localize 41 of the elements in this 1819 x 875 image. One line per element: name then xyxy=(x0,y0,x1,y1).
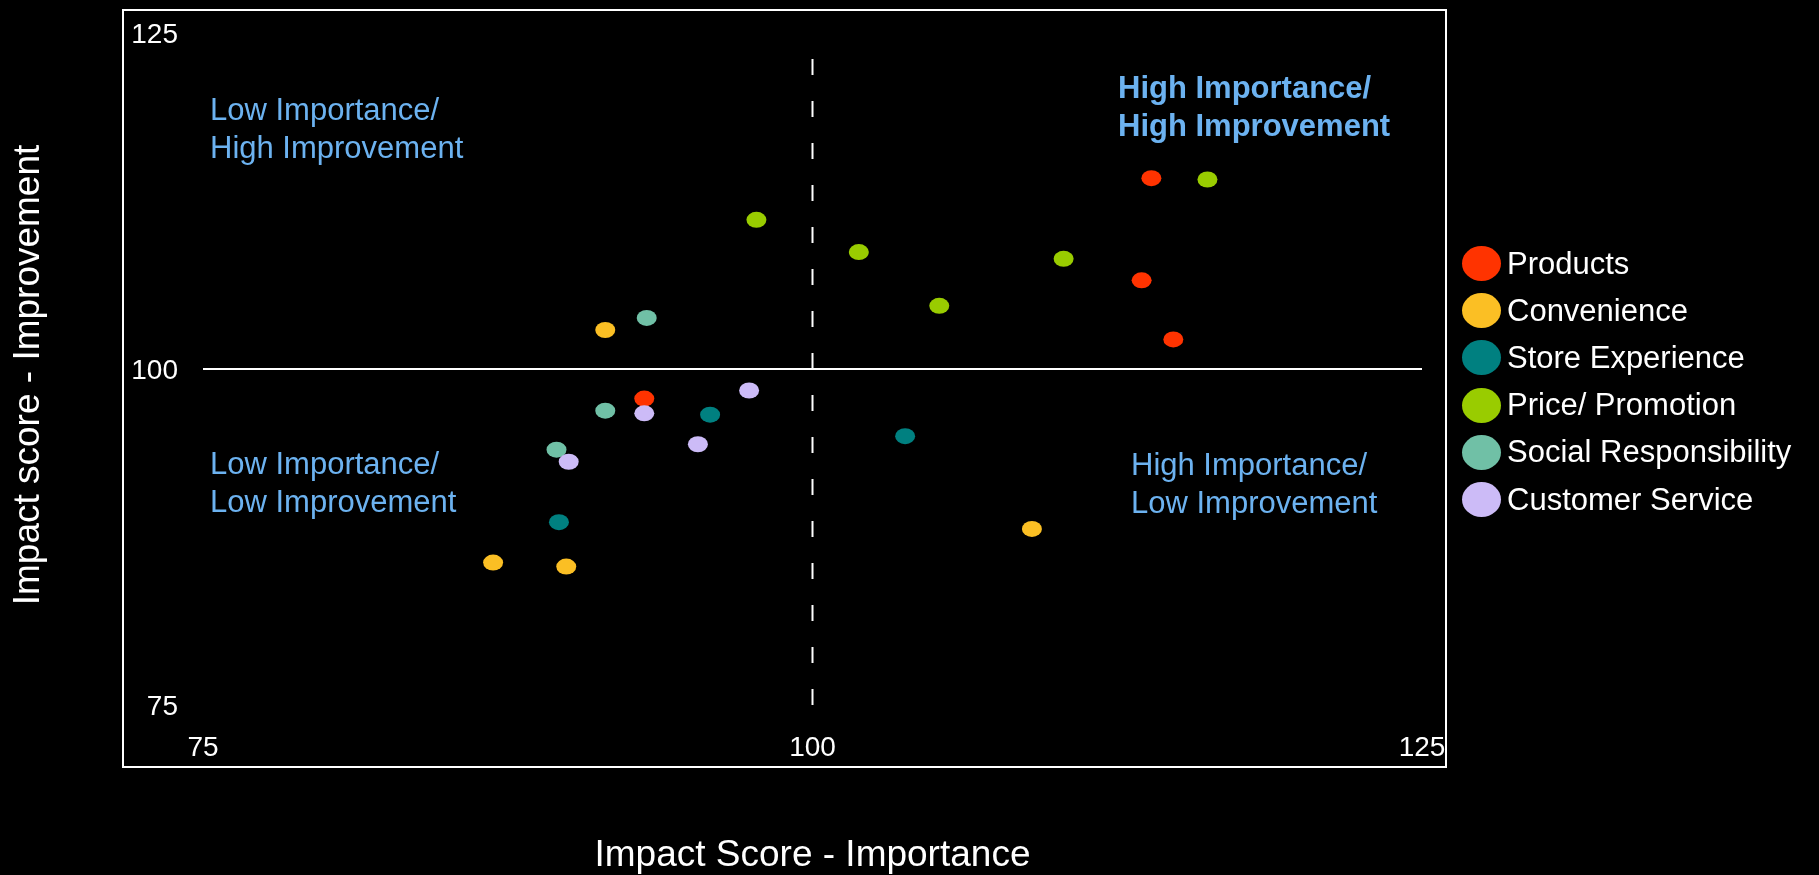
annotation: Low Importance/ High Improvement xyxy=(210,91,464,167)
x-tick-label: 75 xyxy=(187,730,219,762)
point xyxy=(1141,170,1162,187)
point xyxy=(558,453,579,470)
point xyxy=(895,428,916,445)
point xyxy=(739,382,760,399)
point xyxy=(1131,272,1152,289)
legend-label: Price/ Promotion xyxy=(1507,387,1737,424)
legend-label: Customer Service xyxy=(1507,481,1754,518)
point xyxy=(634,390,655,407)
point xyxy=(595,322,616,339)
x-tick-label: 125 xyxy=(1398,730,1446,762)
x-axis-title: Impact Score - Importance xyxy=(594,833,1031,874)
annotation: High Importance/ High Improvement xyxy=(1118,69,1391,145)
point xyxy=(1163,331,1184,348)
y-tick-label: 75 xyxy=(146,689,178,721)
point xyxy=(687,436,708,453)
point xyxy=(1197,171,1218,188)
legend-label: Products xyxy=(1507,245,1630,282)
point xyxy=(1021,520,1042,537)
x-tick-label: 100 xyxy=(789,730,836,762)
annotation: Low Importance/ Low Improvement xyxy=(210,445,457,521)
point xyxy=(929,297,950,314)
y-tick-label: 125 xyxy=(131,17,178,49)
y-axis-title: Impact score - Improvement xyxy=(5,143,47,606)
point xyxy=(546,441,567,458)
legend-label: Store Experience xyxy=(1507,339,1745,376)
y-tick-label: 100 xyxy=(131,353,178,385)
point xyxy=(700,406,721,423)
point xyxy=(595,402,616,419)
legend-label: Social Responsibility xyxy=(1507,434,1792,471)
point xyxy=(483,554,504,571)
point xyxy=(556,558,577,575)
point xyxy=(1053,250,1074,267)
point xyxy=(634,405,655,422)
legend-label: Convenience xyxy=(1507,292,1688,329)
annotation: High Importance/ Low Improvement xyxy=(1131,446,1378,522)
point xyxy=(548,514,569,531)
point xyxy=(636,309,657,326)
point xyxy=(848,244,869,261)
point xyxy=(746,211,767,228)
